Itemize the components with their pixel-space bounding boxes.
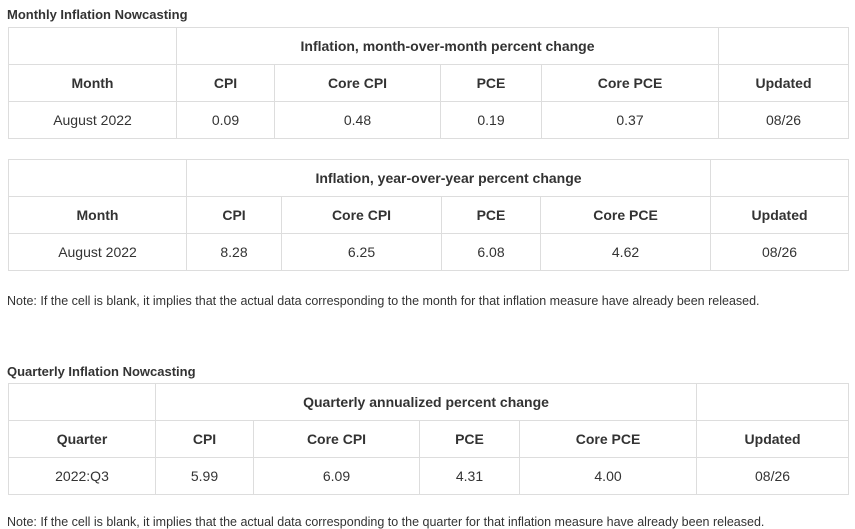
column-header: Core CPI [281, 196, 442, 234]
data-cell: 4.62 [539, 233, 712, 271]
column-header: Core CPI [274, 64, 441, 102]
column-header: CPI [176, 64, 275, 102]
column-header: PCE [419, 420, 520, 458]
data-cell: 6.25 [281, 233, 442, 271]
data-cell: 0.19 [440, 101, 542, 139]
empty-cell [8, 383, 156, 421]
data-cell: 4.00 [518, 457, 698, 495]
header-row: Quarter CPI Core CPI PCE Core PCE Updated [8, 420, 850, 458]
column-header: Updated [696, 420, 850, 458]
column-header: Core PCE [540, 64, 720, 102]
data-row: 2022:Q3 5.99 6.09 4.31 4.00 08/26 [8, 457, 850, 495]
data-cell: 0.48 [274, 101, 441, 139]
column-header: Core PCE [539, 196, 712, 234]
data-cell: 4.31 [419, 457, 520, 495]
column-header: Updated [718, 64, 850, 102]
column-header: CPI [186, 196, 282, 234]
data-row: August 2022 8.28 6.25 6.08 4.62 08/26 [8, 233, 850, 271]
data-cell: 6.09 [253, 457, 420, 495]
data-cell: 6.08 [441, 233, 541, 271]
empty-cell [8, 159, 187, 197]
section-title: Quarterly Inflation Nowcasting [7, 364, 196, 379]
column-header: Month [8, 196, 187, 234]
empty-cell [8, 27, 177, 65]
note: Note: If the cell is blank, it implies t… [7, 515, 765, 529]
note: Note: If the cell is blank, it implies t… [7, 294, 760, 308]
empty-cell [696, 383, 850, 421]
caption-row: Quarterly annualized percent change [8, 383, 850, 421]
column-header: PCE [441, 196, 541, 234]
caption-row: Inflation, month-over-month percent chan… [8, 27, 850, 65]
data-cell: 0.37 [540, 101, 720, 139]
table-caption: Inflation, year-over-year percent change [185, 159, 712, 197]
column-header: Core PCE [518, 420, 698, 458]
empty-cell [718, 27, 850, 65]
empty-cell [710, 159, 850, 197]
column-header: Quarter [8, 420, 156, 458]
section-title: Monthly Inflation Nowcasting [7, 7, 188, 22]
header-row: Month CPI Core CPI PCE Core PCE Updated [8, 64, 850, 102]
table-caption: Inflation, month-over-month percent chan… [175, 27, 720, 65]
column-header: Core CPI [253, 420, 420, 458]
caption-row: Inflation, year-over-year percent change [8, 159, 850, 197]
column-header: PCE [440, 64, 542, 102]
column-header: CPI [155, 420, 254, 458]
data-cell: 2022:Q3 [8, 457, 156, 495]
column-header: Updated [710, 196, 850, 234]
data-cell: August 2022 [8, 101, 177, 139]
data-table: Quarterly annualized percent change Quart… [8, 383, 850, 495]
data-table: Inflation, year-over-year percent change… [8, 159, 850, 271]
column-header: Month [8, 64, 177, 102]
data-cell: August 2022 [8, 233, 187, 271]
header-row: Month CPI Core CPI PCE Core PCE Updated [8, 196, 850, 234]
table-caption: Quarterly annualized percent change [154, 383, 698, 421]
data-table: Inflation, month-over-month percent chan… [8, 27, 850, 139]
data-cell: 08/26 [696, 457, 850, 495]
data-cell: 0.09 [176, 101, 275, 139]
data-cell: 08/26 [718, 101, 850, 139]
data-cell: 8.28 [186, 233, 282, 271]
data-cell: 5.99 [155, 457, 254, 495]
data-row: August 2022 0.09 0.48 0.19 0.37 08/26 [8, 101, 850, 139]
data-cell: 08/26 [710, 233, 850, 271]
